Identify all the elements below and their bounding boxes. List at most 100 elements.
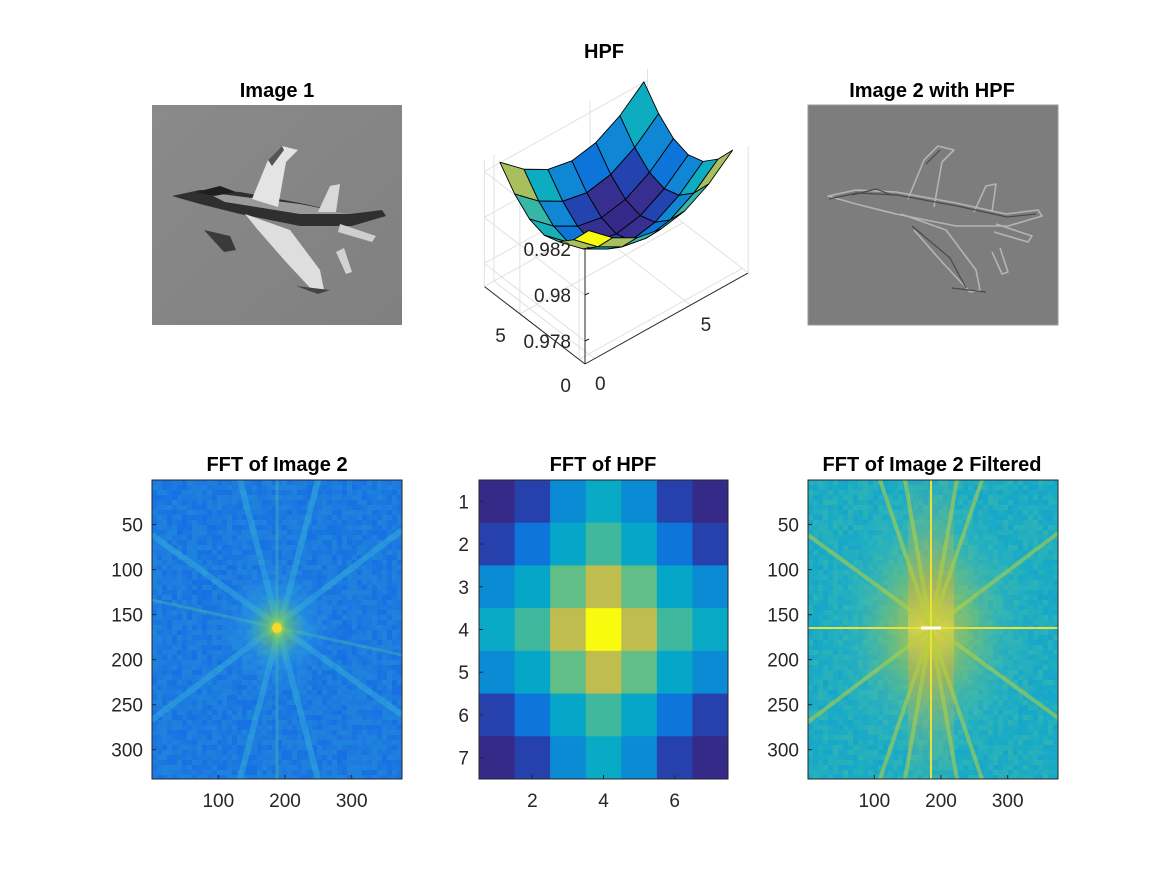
spectrum-pixel — [342, 545, 347, 550]
spectrum-pixel — [237, 500, 242, 505]
spectrum-pixel — [232, 730, 237, 735]
spectrum-pixel — [302, 490, 307, 495]
spectrum-pixel — [192, 480, 197, 485]
spectrum-pixel — [152, 500, 157, 505]
spectrum-pixel — [197, 550, 202, 555]
spectrum-pixel — [322, 715, 327, 720]
spectrum-pixel — [367, 520, 372, 525]
spectrum-pixel — [367, 655, 372, 660]
spectrum-pixel — [372, 590, 377, 595]
spectrum-pixel — [347, 505, 352, 510]
spectrum-pixel — [322, 535, 327, 540]
spectrum-pixel — [152, 755, 157, 760]
fft-image2-title: FFT of Image 2 — [206, 454, 347, 476]
spectrum-pixel — [202, 525, 207, 530]
spectrum-pixel — [282, 510, 287, 515]
spectrum-pixel — [282, 700, 287, 705]
spectrum-pixel — [357, 595, 362, 600]
spectrum-pixel — [858, 495, 863, 500]
spectrum-pixel — [207, 495, 212, 500]
spectrum-pixel — [197, 685, 202, 690]
spectrum-pixel — [372, 650, 377, 655]
spectrum-pixel — [282, 485, 287, 490]
spectrum-pixel — [352, 735, 357, 740]
spectrum-pixel — [287, 750, 292, 755]
spectrum-pixel — [287, 505, 292, 510]
spectrum-pixel — [277, 550, 282, 555]
spectrum-pixel — [287, 715, 292, 720]
spectrum-pixel — [157, 510, 162, 515]
fft-hpf-cell — [479, 693, 516, 737]
spectrum-pixel — [357, 510, 362, 515]
spectrum-pixel — [342, 615, 347, 620]
spectrum-pixel — [152, 595, 157, 600]
spectrum-pixel — [377, 600, 382, 605]
spectrum-pixel — [1053, 560, 1058, 565]
spectrum-pixel — [167, 720, 172, 725]
spectrum-pixel — [272, 515, 277, 520]
spectrum-pixel — [297, 725, 302, 730]
spectrum-pixel — [387, 575, 392, 580]
spectrum-pixel — [302, 735, 307, 740]
spectrum-pixel — [207, 700, 212, 705]
spectrum-pixel — [202, 500, 207, 505]
spectrum-pixel — [367, 700, 372, 705]
spectrum-pixel — [372, 540, 377, 545]
spectrum-pixel — [352, 480, 357, 485]
spectrum-pixel — [277, 500, 282, 505]
spectrum-pixel — [1048, 615, 1053, 620]
spectrum-pixel — [813, 565, 818, 570]
spectrum-pixel — [998, 505, 1003, 510]
spectrum-pixel — [202, 550, 207, 555]
hpf-zgrid-line — [484, 263, 586, 342]
spectrum-pixel — [297, 700, 302, 705]
spectrum-pixel — [217, 765, 222, 770]
spectrum-pixel — [202, 645, 207, 650]
fft-hpf-cell — [550, 608, 587, 652]
spectrum-pixel — [202, 635, 207, 640]
spectrum-pixel — [327, 510, 332, 515]
spectrum-pixel — [157, 630, 162, 635]
spectrum-pixel — [187, 600, 192, 605]
spectrum-pixel — [1053, 480, 1058, 485]
spectrum-pixel — [297, 555, 302, 560]
spectrum-pixel — [357, 635, 362, 640]
spectrum-pixel — [357, 545, 362, 550]
spectrum-pixel — [227, 495, 232, 500]
spectrum-pixel — [808, 640, 813, 645]
spectrum-pixel — [362, 710, 367, 715]
spectrum-pixel — [177, 490, 182, 495]
hpf-floor-grid-line — [519, 222, 684, 315]
spectrum-pixel — [187, 645, 192, 650]
spectrum-pixel — [327, 485, 332, 490]
spectrum-pixel — [167, 505, 172, 510]
spectrum-pixel — [172, 535, 177, 540]
spectrum-pixel — [1003, 495, 1008, 500]
spectrum-pixel — [207, 505, 212, 510]
spectrum-pixel — [217, 715, 222, 720]
spectrum-pixel — [192, 590, 197, 595]
spectrum-pixel — [352, 605, 357, 610]
spectrum-pixel — [372, 510, 377, 515]
spectrum-pixel — [182, 485, 187, 490]
spectrum-pixel — [1053, 535, 1058, 540]
spectrum-pixel — [292, 770, 297, 775]
spectrum-pixel — [312, 750, 317, 755]
spectrum-pixel — [202, 770, 207, 775]
spectrum-pixel — [197, 765, 202, 770]
spectrum-pixel — [387, 605, 392, 610]
spectrum-pixel — [367, 675, 372, 680]
spectrum-pixel — [157, 675, 162, 680]
spectrum-pixel — [307, 540, 312, 545]
spectrum-pixel — [367, 510, 372, 515]
spectrum-pixel — [197, 695, 202, 700]
spectrum-pixel — [217, 480, 222, 485]
spectrum-pixel — [382, 720, 387, 725]
spectrum-pixel — [352, 585, 357, 590]
spectrum-pixel — [357, 655, 362, 660]
spectrum-pixel — [232, 705, 237, 710]
spectrum-pixel — [1038, 505, 1043, 510]
spectrum-pixel — [287, 540, 292, 545]
spectrum-pixel — [262, 515, 267, 520]
spectrum-pixel — [377, 645, 382, 650]
